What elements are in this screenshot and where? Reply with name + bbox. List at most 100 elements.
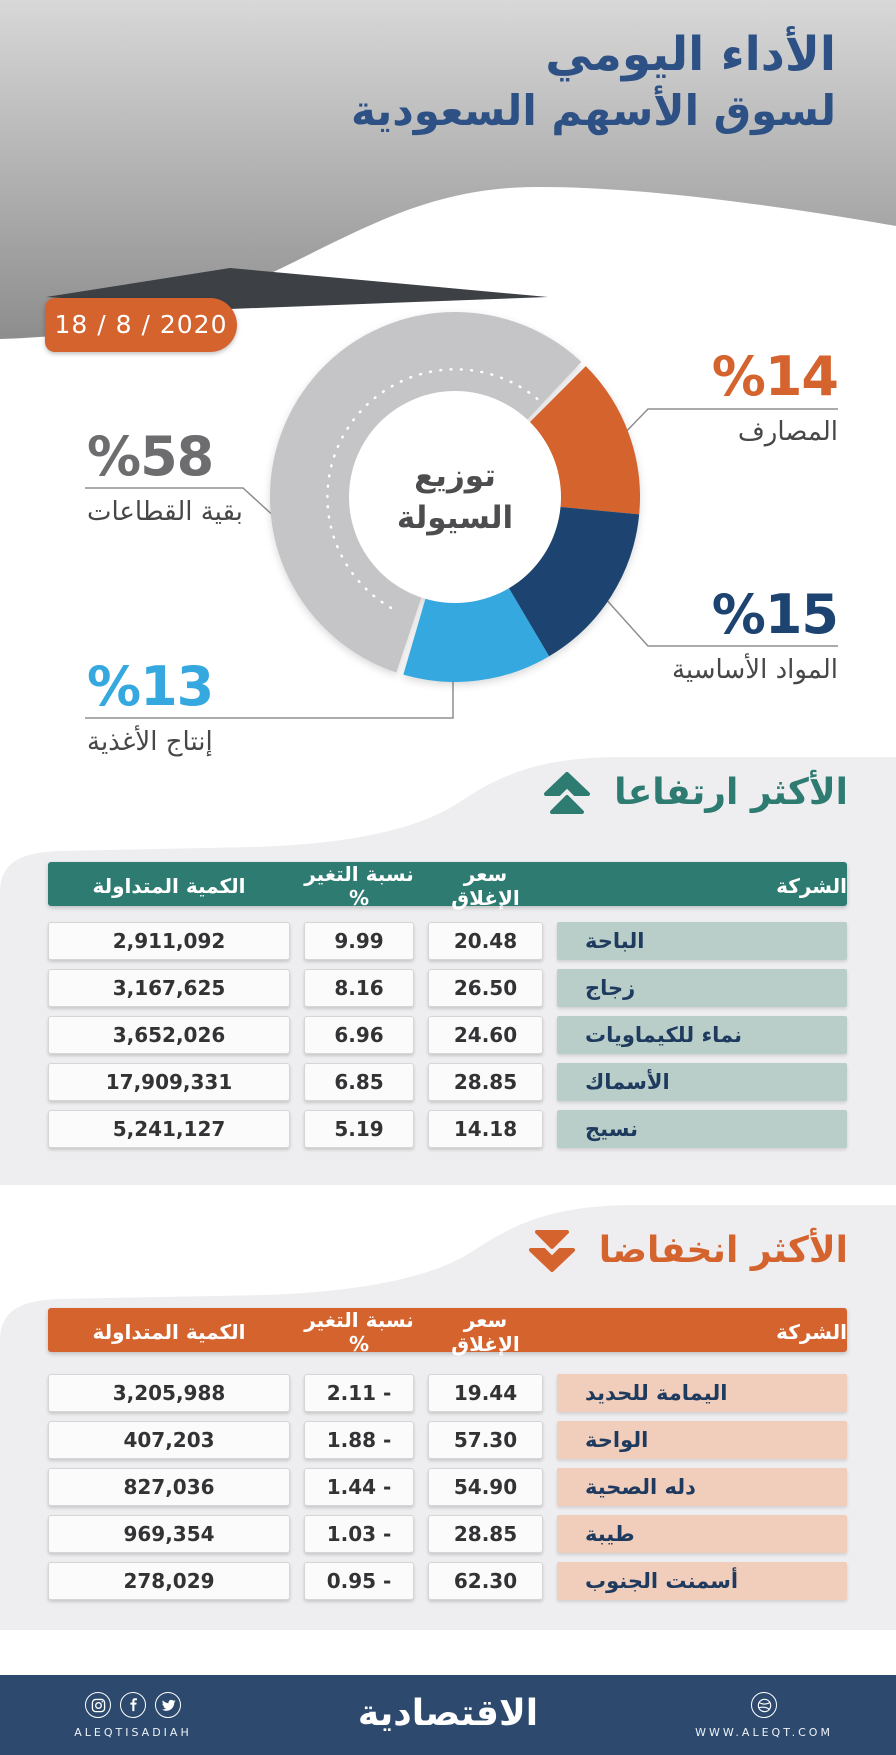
- company-cell: اليمامة للحديد: [557, 1374, 847, 1412]
- close-cell: 26.50: [428, 969, 543, 1007]
- volume-cell: 827,036: [48, 1468, 290, 1506]
- footer-social-block: ALEQTISADIAH: [48, 1692, 218, 1740]
- losers-heading: الأكثر انخفاضا: [527, 1228, 848, 1274]
- change-cell: 0.95 -: [304, 1562, 414, 1600]
- page-title: الأداء اليومي لسوق الأسهم السعودية: [351, 26, 836, 138]
- column-header-volume: الكمية المتداولة: [92, 874, 246, 898]
- close-cell: 19.44: [428, 1374, 543, 1412]
- slice-label-basic-materials: %15 المواد الأساسية: [671, 588, 839, 686]
- table-row: 3,652,026 6.96 24.60 نماء للكيماويات: [48, 1016, 847, 1054]
- change-cell: 5.19: [304, 1110, 414, 1148]
- close-cell: 57.30: [428, 1421, 543, 1459]
- other-sectors-name: بقية القطاعات: [87, 497, 243, 527]
- basic-materials-name: المواد الأساسية: [671, 655, 838, 685]
- company-cell: الباحة: [557, 922, 847, 960]
- banks-name: المصارف: [737, 417, 838, 447]
- social-handle: ALEQTISADIAH: [74, 1726, 192, 1739]
- change-cell: 2.11 -: [304, 1374, 414, 1412]
- donut-center-label: توزيع السيولة: [355, 455, 555, 539]
- company-cell: نسيج: [557, 1110, 847, 1148]
- column-header-change: نسبة التغير %: [304, 1308, 414, 1356]
- header-gray-curve: [0, 0, 896, 339]
- volume-cell: 3,167,625: [48, 969, 290, 1007]
- change-cell: 1.44 -: [304, 1468, 414, 1506]
- table-row: 827,036 1.44 - 54.90 دله الصحية: [48, 1468, 847, 1506]
- volume-cell: 5,241,127: [48, 1110, 290, 1148]
- table-row: 5,241,127 5.19 14.18 نسيج: [48, 1110, 847, 1148]
- column-header-close: سعر الإغلاق: [451, 862, 520, 910]
- volume-cell: 3,652,026: [48, 1016, 290, 1054]
- website-icon-row: [674, 1692, 854, 1718]
- close-cell: 28.85: [428, 1515, 543, 1553]
- table-row: 3,167,625 8.16 26.50 زجاج: [48, 969, 847, 1007]
- losers-heading-label: الأكثر انخفاضا: [598, 1230, 848, 1271]
- change-cell: 1.88 -: [304, 1421, 414, 1459]
- slice-label-banks: %14 المصارف: [711, 345, 839, 448]
- change-cell: 1.03 -: [304, 1515, 414, 1553]
- close-cell: 54.90: [428, 1468, 543, 1506]
- close-cell: 24.60: [428, 1016, 543, 1054]
- footer-website-block: WWW.ALEQT.COM: [674, 1692, 854, 1740]
- gainers-table: الكمية المتداولة نسبة التغير % سعر الإغل…: [48, 862, 847, 1148]
- company-cell: زجاج: [557, 969, 847, 1007]
- other-sectors-percent: %58: [87, 425, 214, 488]
- gainers-heading: الأكثر ارتفاعا: [542, 770, 848, 816]
- brand-logo: الاقتصادية: [357, 1693, 539, 1734]
- volume-cell: 17,909,331: [48, 1063, 290, 1101]
- table-row: 3,205,988 2.11 - 19.44 اليمامة للحديد: [48, 1374, 847, 1412]
- double-arrow-down-icon: [528, 1230, 575, 1272]
- social-icons: [48, 1692, 218, 1718]
- slice-food-production: [270, 312, 640, 682]
- page-title-line1: الأداء اليومي: [545, 27, 836, 82]
- food-production-name: إنتاج الأغذية: [87, 727, 213, 757]
- change-cell: 6.85: [304, 1063, 414, 1101]
- company-cell: الأسماك: [557, 1063, 847, 1101]
- slice-other-sectors: [270, 312, 640, 682]
- double-arrow-up-icon: [544, 772, 591, 814]
- table-row: 278,029 0.95 - 62.30 أسمنت الجنوب: [48, 1562, 847, 1600]
- change-cell: 9.99: [304, 922, 414, 960]
- volume-cell: 3,205,988: [48, 1374, 290, 1412]
- date-badge: 18 / 8 / 2020: [45, 298, 237, 352]
- volume-cell: 2,911,092: [48, 922, 290, 960]
- company-cell: أسمنت الجنوب: [557, 1562, 847, 1600]
- footer-bar: [0, 1675, 896, 1755]
- close-cell: 62.30: [428, 1562, 543, 1600]
- company-cell: الواحة: [557, 1421, 847, 1459]
- close-cell: 20.48: [428, 922, 543, 960]
- company-cell: طيبة: [557, 1515, 847, 1553]
- twitter-icon: [155, 1692, 181, 1718]
- table-row: 969,354 1.03 - 28.85 طيبة: [48, 1515, 847, 1553]
- column-header-change: نسبة التغير %: [304, 862, 414, 910]
- change-cell: 8.16: [304, 969, 414, 1007]
- column-header-company: الشركة: [776, 874, 847, 898]
- change-cell: 6.96: [304, 1016, 414, 1054]
- website-url: WWW.ALEQT.COM: [695, 1726, 833, 1739]
- instagram-icon: [85, 1692, 111, 1718]
- gainers-table-header: الكمية المتداولة نسبة التغير % سعر الإغل…: [48, 862, 847, 910]
- gainers-heading-label: الأكثر ارتفاعا: [614, 772, 848, 813]
- donut-center-line1: توزيع: [414, 458, 496, 494]
- company-cell: نماء للكيماويات: [557, 1016, 847, 1054]
- volume-cell: 278,029: [48, 1562, 290, 1600]
- losers-table-header: الكمية المتداولة نسبة التغير % سعر الإغل…: [48, 1308, 847, 1356]
- donut-hole: [349, 391, 561, 603]
- company-cell: دله الصحية: [557, 1468, 847, 1506]
- donut-center-line2: السيولة: [396, 500, 514, 536]
- liquidity-donut-chart: [270, 312, 640, 682]
- slice-label-other-sectors: %58 بقية القطاعات: [87, 425, 243, 528]
- table-row: 407,203 1.88 - 57.30 الواحة: [48, 1421, 847, 1459]
- table-row: 17,909,331 6.85 28.85 الأسماك: [48, 1063, 847, 1101]
- close-cell: 14.18: [428, 1110, 543, 1148]
- banks-percent: %14: [711, 345, 839, 408]
- table-row: 2,911,092 9.99 20.48 الباحة: [48, 922, 847, 960]
- volume-cell: 969,354: [48, 1515, 290, 1553]
- page-title-line2: لسوق الأسهم السعودية: [350, 86, 836, 135]
- column-header-volume: الكمية المتداولة: [92, 1320, 246, 1344]
- volume-cell: 407,203: [48, 1421, 290, 1459]
- facebook-icon: [120, 1692, 146, 1718]
- column-header-company: الشركة: [776, 1320, 847, 1344]
- slice-label-food-production: %13 إنتاج الأغذية: [87, 655, 214, 758]
- food-production-percent: %13: [87, 655, 214, 718]
